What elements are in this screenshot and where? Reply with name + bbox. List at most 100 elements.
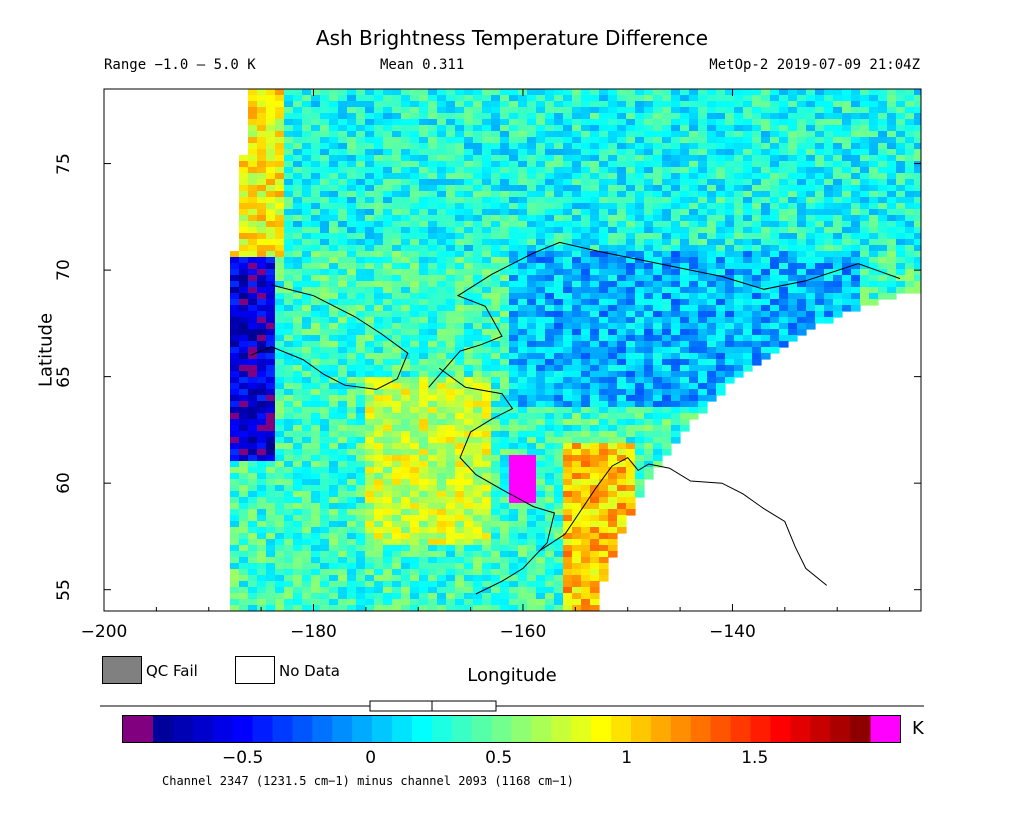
heat-cell	[572, 119, 582, 126]
heat-cell	[743, 269, 753, 276]
heat-cell	[860, 167, 870, 174]
heat-cell	[887, 107, 897, 114]
heat-cell	[581, 179, 591, 186]
heat-cell	[716, 131, 726, 138]
heat-cell	[698, 95, 708, 102]
heat-cell	[770, 251, 780, 258]
heat-cell	[428, 473, 438, 480]
heat-cell	[437, 401, 447, 408]
heat-cell	[626, 323, 636, 330]
heat-cell	[653, 179, 663, 186]
heat-cell	[419, 419, 429, 426]
heat-cell	[536, 341, 546, 348]
heat-cell	[410, 497, 420, 504]
heat-cell	[527, 125, 537, 132]
heat-cell	[329, 431, 339, 438]
heat-cell	[797, 191, 807, 198]
heat-cell	[446, 509, 456, 516]
heat-cell	[617, 437, 627, 444]
heat-cell	[275, 293, 285, 300]
heat-cell	[824, 245, 834, 252]
heat-cell	[707, 293, 717, 300]
heat-cell	[284, 179, 294, 186]
heat-cell	[716, 137, 726, 144]
heat-cell	[914, 197, 921, 204]
heat-cell	[239, 503, 249, 510]
heat-cell	[455, 173, 465, 180]
heat-cell	[473, 125, 483, 132]
heat-cell	[284, 299, 294, 306]
heat-cell	[230, 407, 240, 414]
heat-cell	[752, 287, 762, 294]
heat-cell	[311, 281, 321, 288]
heat-cell	[437, 323, 447, 330]
heat-cell	[761, 347, 771, 354]
heat-cell	[644, 473, 654, 480]
heat-cell	[374, 281, 384, 288]
heat-cell	[482, 197, 492, 204]
heat-cell	[446, 191, 456, 198]
heat-cell	[806, 215, 816, 222]
heat-cell	[410, 287, 420, 294]
heat-cell	[914, 161, 921, 168]
heat-cell	[446, 245, 456, 252]
heat-cell	[410, 413, 420, 420]
heat-cell	[230, 353, 240, 360]
heat-cell	[248, 497, 258, 504]
heat-cell	[347, 491, 357, 498]
heat-cell	[410, 293, 420, 300]
heat-cell	[275, 233, 285, 240]
heat-cell	[419, 203, 429, 210]
heat-cell	[590, 365, 600, 372]
heat-cell	[500, 431, 510, 438]
heat-cell	[302, 299, 312, 306]
heat-cell	[572, 377, 582, 384]
heat-cell	[806, 173, 816, 180]
heat-cell	[797, 239, 807, 246]
heat-cell	[644, 449, 654, 456]
heat-cell	[320, 119, 330, 126]
heat-cell	[455, 323, 465, 330]
heat-cell	[878, 113, 888, 120]
heat-cell	[815, 149, 825, 156]
heat-cell	[518, 527, 528, 534]
heat-cell	[401, 203, 411, 210]
heat-cell	[410, 119, 420, 126]
heat-cell	[689, 131, 699, 138]
heat-cell	[779, 167, 789, 174]
heat-cell	[815, 167, 825, 174]
heat-cell	[581, 173, 591, 180]
heat-cell	[365, 233, 375, 240]
heat-cell	[230, 365, 240, 372]
heat-cell	[473, 113, 483, 120]
heat-cell	[725, 239, 735, 246]
heat-cell	[437, 107, 447, 114]
heat-cell	[509, 143, 519, 150]
heat-cell	[257, 227, 267, 234]
heat-cell	[293, 503, 303, 510]
heat-cell	[410, 203, 420, 210]
heat-cell	[518, 509, 528, 516]
heat-cell	[329, 563, 339, 570]
heat-cell	[599, 209, 609, 216]
heat-cell	[896, 197, 906, 204]
heat-cell	[419, 545, 429, 552]
heat-cell	[509, 311, 519, 318]
heat-cell	[680, 419, 690, 426]
heat-cell	[230, 563, 240, 570]
heat-cell	[734, 89, 744, 96]
heat-cell	[536, 455, 546, 462]
heat-cell	[320, 419, 330, 426]
heat-cell	[815, 299, 825, 306]
heat-cell	[455, 341, 465, 348]
heat-cell	[230, 395, 240, 402]
heat-cell	[761, 317, 771, 324]
heat-cell	[266, 281, 276, 288]
heat-cell	[707, 203, 717, 210]
heat-cell	[815, 155, 825, 162]
heat-cell	[572, 467, 582, 474]
heat-cell	[554, 407, 564, 414]
heat-cell	[824, 233, 834, 240]
heat-cell	[662, 95, 672, 102]
heat-cell	[374, 527, 384, 534]
